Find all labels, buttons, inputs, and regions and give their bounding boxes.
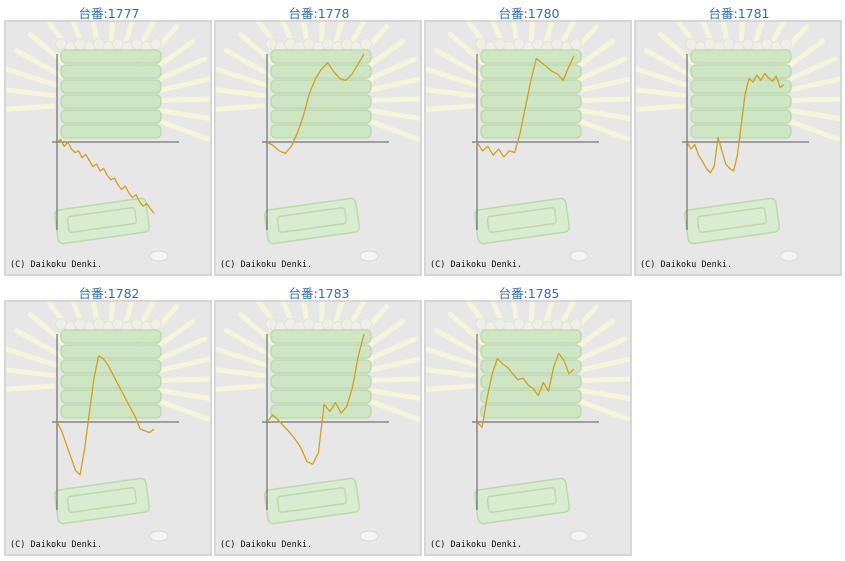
graph-panel: (C) Daikoku Denki. bbox=[424, 20, 632, 276]
machine-number-title[interactable]: 台番:1782 bbox=[78, 286, 140, 301]
machine-number-title[interactable]: 台番:1777 bbox=[78, 6, 140, 21]
graph-panel: (C) Daikoku Denki. bbox=[214, 20, 422, 276]
payout-line-chart bbox=[216, 22, 420, 262]
slot-machine-watermark bbox=[426, 22, 630, 262]
copyright-text: (C) Daikoku Denki. bbox=[220, 260, 313, 270]
slot-machine-watermark bbox=[426, 302, 630, 542]
payout-line-chart bbox=[6, 302, 210, 542]
copyright-text: (C) Daikoku Denki. bbox=[220, 540, 313, 550]
copyright-text: (C) Daikoku Denki. bbox=[430, 540, 523, 550]
payout-line-chart bbox=[6, 22, 210, 262]
machine-chart-card: 台番:1783 (C) Daikoku Denki. bbox=[214, 280, 424, 556]
slot-machine-watermark bbox=[216, 302, 420, 542]
machine-number-title[interactable]: 台番:1778 bbox=[288, 6, 350, 21]
graph-panel: (C) Daikoku Denki. bbox=[4, 300, 212, 556]
slot-machine-watermark bbox=[6, 302, 210, 542]
slot-machine-watermark bbox=[216, 22, 420, 262]
graph-panel: (C) Daikoku Denki. bbox=[424, 300, 632, 556]
copyright-text: (C) Daikoku Denki. bbox=[10, 260, 103, 270]
machine-number-title[interactable]: 台番:1780 bbox=[498, 6, 560, 21]
machine-chart-card: 台番:1785 (C) Daikoku Denki. bbox=[424, 280, 634, 556]
machine-chart-card: 台番:1778 (C) Daikoku Denki. bbox=[214, 0, 424, 276]
machine-chart-card: 台番:1777 (C) Daikoku Denki. bbox=[4, 0, 214, 276]
payout-line-chart bbox=[216, 302, 420, 542]
slot-machine-watermark bbox=[6, 22, 210, 262]
graph-panel: (C) Daikoku Denki. bbox=[634, 20, 842, 276]
copyright-text: (C) Daikoku Denki. bbox=[640, 260, 733, 270]
copyright-text: (C) Daikoku Denki. bbox=[430, 260, 523, 270]
machine-number-title[interactable]: 台番:1785 bbox=[498, 286, 560, 301]
copyright-text: (C) Daikoku Denki. bbox=[10, 540, 103, 550]
machine-number-title[interactable]: 台番:1781 bbox=[708, 6, 770, 21]
payout-series-line bbox=[476, 55, 575, 158]
payout-line-chart bbox=[426, 302, 630, 542]
machine-chart-card: 台番:1781 (C) Daikoku Denki. bbox=[634, 0, 844, 276]
payout-series-line bbox=[476, 352, 575, 428]
graph-panel: (C) Daikoku Denki. bbox=[4, 20, 212, 276]
payout-line-chart bbox=[426, 22, 630, 262]
payout-series-line bbox=[686, 72, 785, 174]
payout-line-chart bbox=[636, 22, 840, 262]
machine-number-title[interactable]: 台番:1783 bbox=[288, 286, 350, 301]
payout-series-line bbox=[56, 138, 155, 214]
machine-chart-card: 台番:1782 (C) Daikoku Denki. bbox=[4, 280, 214, 556]
payout-series-line bbox=[266, 333, 365, 465]
payout-series-line bbox=[56, 355, 155, 476]
payout-series-line bbox=[266, 53, 365, 155]
machine-chart-card: 台番:1780 (C) Daikoku Denki. bbox=[424, 0, 634, 276]
graph-panel: (C) Daikoku Denki. bbox=[214, 300, 422, 556]
